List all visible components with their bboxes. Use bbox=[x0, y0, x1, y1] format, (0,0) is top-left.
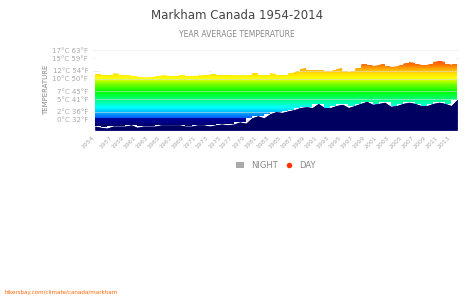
Y-axis label: TEMPERATURE: TEMPERATURE bbox=[44, 65, 49, 115]
Text: YEAR AVERAGE TEMPERATURE: YEAR AVERAGE TEMPERATURE bbox=[179, 30, 295, 38]
Legend: NIGHT, DAY: NIGHT, DAY bbox=[236, 161, 316, 170]
Text: hikersbay.com/climate/canada/markham: hikersbay.com/climate/canada/markham bbox=[5, 289, 118, 295]
Text: Markham Canada 1954-2014: Markham Canada 1954-2014 bbox=[151, 9, 323, 22]
